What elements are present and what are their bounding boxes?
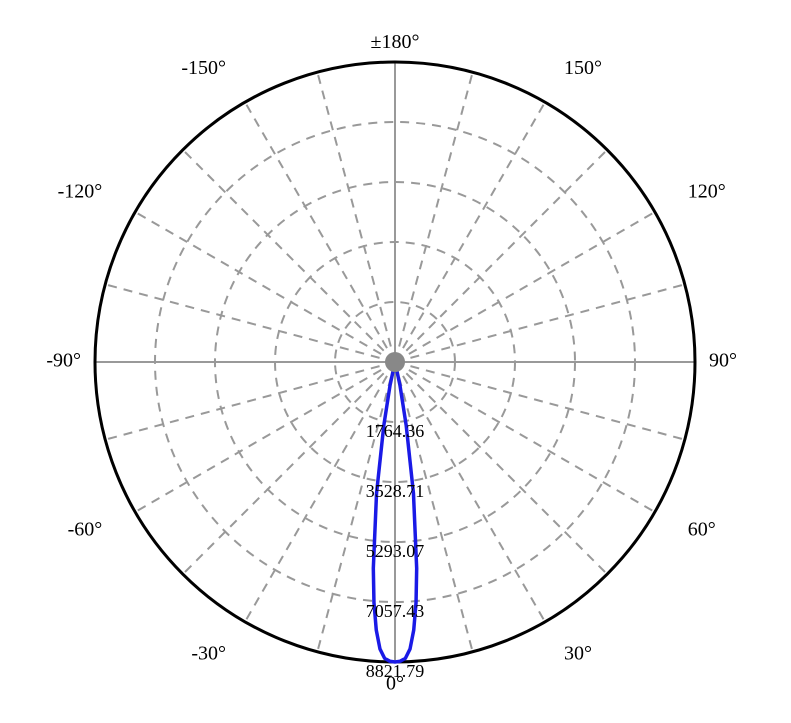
angle-label: 90°: [709, 350, 737, 372]
radial-tick-label: 7057.43: [366, 601, 425, 621]
angle-label: -150°: [181, 57, 226, 79]
radial-tick-label: 1764.36: [366, 421, 425, 441]
angle-label: -30°: [191, 642, 226, 664]
radial-tick-label: 5293.07: [366, 541, 425, 561]
radial-tick-label: 3528.71: [366, 481, 425, 501]
radial-tick-label: 8821.79: [366, 661, 425, 681]
center-dot: [385, 352, 405, 372]
angle-label: 120°: [688, 181, 726, 203]
angle-label: -90°: [46, 350, 81, 372]
angle-label: ±180°: [371, 31, 420, 53]
angle-label: 30°: [564, 642, 592, 664]
angle-label: 150°: [564, 57, 602, 79]
polar-chart: 0°30°60°90°120°150°±180°-150°-120°-90°-6…: [0, 0, 791, 723]
angle-label: -60°: [68, 519, 103, 541]
angle-label: -120°: [58, 181, 103, 203]
angle-label: 60°: [688, 519, 716, 541]
